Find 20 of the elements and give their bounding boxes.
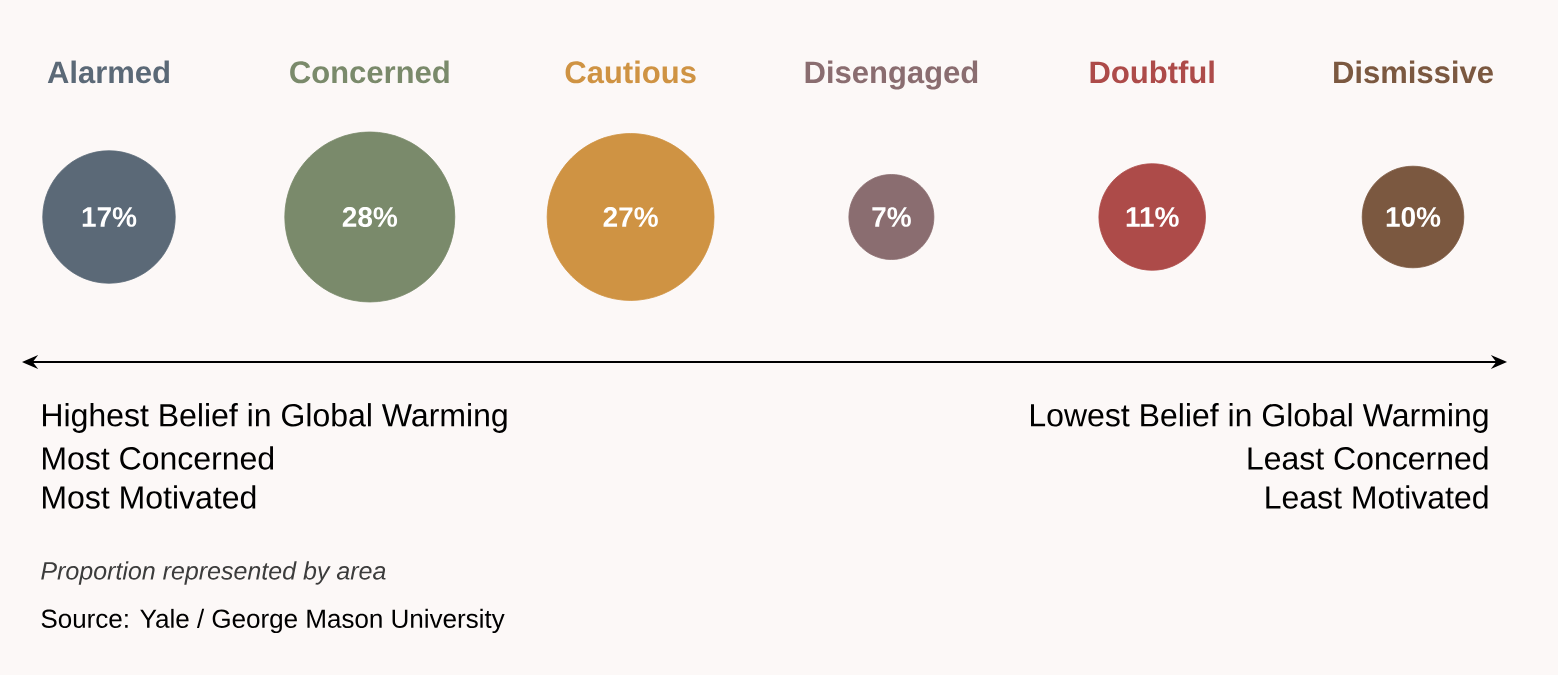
- category-label: Disengaged: [805, 60, 978, 90]
- source-note: Source: Yale / George Mason University: [41, 608, 505, 634]
- category-label: Cautious: [565, 60, 696, 84]
- text: Proportion represented by area: [41, 561, 386, 585]
- data-label: 28%: [342, 207, 398, 227]
- category-label: Concerned: [290, 60, 449, 84]
- data-label: 10%: [1386, 207, 1441, 227]
- text: Lowest Belief in Global Warming: [1031, 403, 1488, 433]
- data-label: 7%: [872, 207, 911, 227]
- text: Most Concerned: [43, 446, 274, 470]
- data-label: 27%: [603, 207, 658, 227]
- text: Least Motivated: [1266, 485, 1488, 509]
- data-label: 17%: [82, 207, 137, 227]
- text: Least Concerned: [1248, 446, 1488, 470]
- category-label: Doubtful: [1090, 60, 1214, 84]
- text: Highest Belief in Global Warming: [43, 403, 507, 433]
- data-label: 11%: [1126, 207, 1179, 227]
- text: Most Motivated: [43, 485, 256, 509]
- category-label: Dismissive: [1334, 60, 1493, 84]
- category-label: Alarmed: [47, 60, 169, 84]
